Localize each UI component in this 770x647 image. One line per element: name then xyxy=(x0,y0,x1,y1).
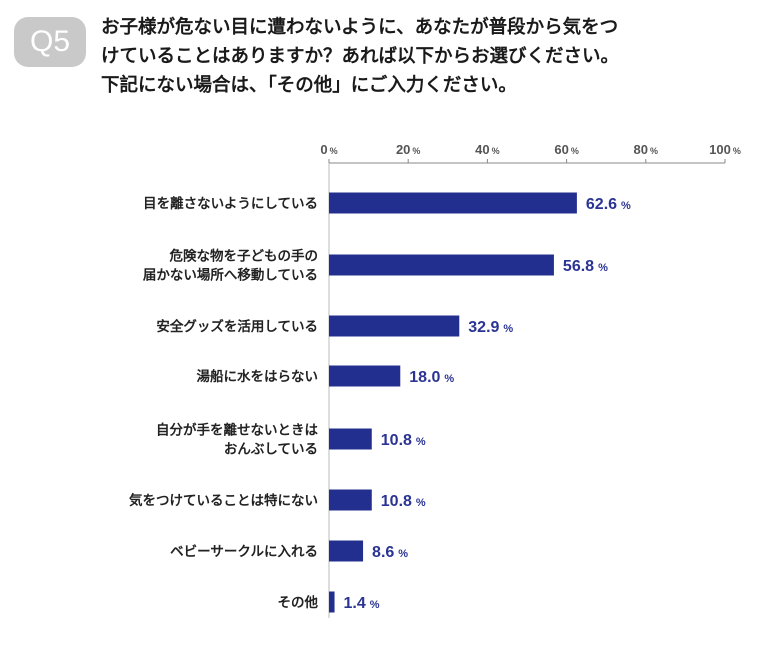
data-label-unit: % xyxy=(598,262,608,274)
bar xyxy=(329,540,364,562)
data-label: 32.9% xyxy=(468,319,513,336)
bar-layer xyxy=(329,192,577,613)
x-tick-label: 20% xyxy=(396,142,420,157)
data-label: 62.6% xyxy=(586,196,631,213)
bar xyxy=(329,315,460,337)
question-text: お子様が危ない目に遭わないように、あなたが普段から気をつ けていることはあります… xyxy=(101,13,761,100)
category-label: 届かない場所へ移動している xyxy=(143,267,318,284)
bar xyxy=(329,489,372,511)
x-tick-label: 60% xyxy=(554,142,578,157)
category-label: 目を離さないようにしている xyxy=(143,195,318,212)
data-label: 10.8% xyxy=(381,432,426,449)
x-tick-unit: % xyxy=(330,146,338,156)
data-label-unit: % xyxy=(444,373,454,385)
category-label: 気をつけていることは特にない xyxy=(129,492,318,509)
x-tick-label: 40% xyxy=(475,142,499,157)
bar xyxy=(329,192,577,214)
category-label: 危険な物を子どもの手の xyxy=(169,248,319,265)
data-label-unit: % xyxy=(416,497,426,509)
question-line-3: 下記にない場合は、「その他」にご入力ください。 xyxy=(101,75,517,96)
data-label: 56.8% xyxy=(563,258,608,275)
category-label: 自分が手を離せないときは xyxy=(156,422,318,439)
x-tick-label: 0% xyxy=(320,142,337,157)
data-label-unit: % xyxy=(503,323,513,335)
bar xyxy=(329,365,401,387)
question-line-2: けていることはありますか？あれば以下からお選びください。 xyxy=(101,46,620,67)
category-label: 安全グッズを活用している xyxy=(156,318,318,335)
data-label-unit: % xyxy=(621,200,631,212)
bar xyxy=(329,428,372,450)
data-label: 1.4% xyxy=(344,595,380,612)
category-label: おんぶしている xyxy=(224,442,318,458)
x-tick-unit: % xyxy=(650,146,658,156)
data-label: 10.8% xyxy=(381,493,426,510)
bar xyxy=(329,591,335,613)
x-tick-label: 80% xyxy=(634,142,658,157)
category-label: ベビーサークルに入れる xyxy=(170,544,318,560)
bar xyxy=(329,254,554,276)
data-label-unit: % xyxy=(416,436,426,448)
x-tick-unit: % xyxy=(492,146,500,156)
category-label: 湯船に水をはらない xyxy=(197,368,319,385)
data-label: 18.0% xyxy=(409,369,454,386)
data-label-unit: % xyxy=(370,599,380,611)
data-label-unit: % xyxy=(398,548,408,560)
category-label: その他 xyxy=(278,594,319,611)
question-line-1: お子様が危ない目に遭わないように、あなたが普段から気をつ xyxy=(101,17,619,38)
x-tick-label: 100% xyxy=(709,142,741,157)
x-tick-unit: % xyxy=(571,146,579,156)
question-badge: Q5 xyxy=(14,17,86,67)
x-tick-unit: % xyxy=(733,146,741,156)
x-tick-unit: % xyxy=(412,146,420,156)
data-label: 8.6% xyxy=(372,544,408,561)
